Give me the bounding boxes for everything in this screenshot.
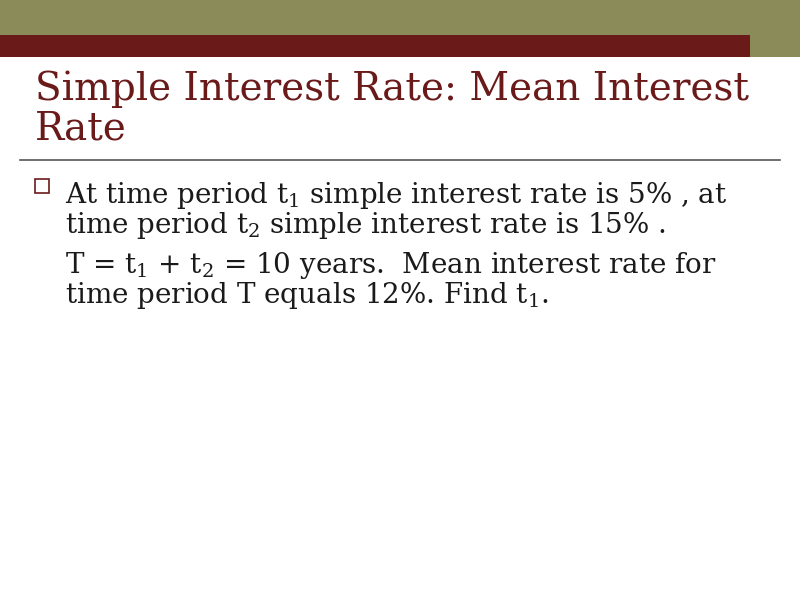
Text: Rate: Rate xyxy=(35,110,127,147)
Text: time period $\mathregular{t_2}$ simple interest rate is 15% .: time period $\mathregular{t_2}$ simple i… xyxy=(65,210,666,241)
Text: T = $\mathregular{t_1}$ + $\mathregular{t_2}$ = 10 years.  Mean interest rate fo: T = $\mathregular{t_1}$ + $\mathregular{… xyxy=(65,250,717,281)
Text: At time period $\mathregular{t_1}$ simple interest rate is 5% , at: At time period $\mathregular{t_1}$ simpl… xyxy=(65,180,727,211)
Text: Simple Interest Rate: Mean Interest: Simple Interest Rate: Mean Interest xyxy=(35,70,749,107)
Bar xyxy=(35,179,49,193)
Bar xyxy=(0,35,750,57)
Bar xyxy=(750,35,800,57)
Text: time period T equals 12%. Find $\mathregular{t_1}$.: time period T equals 12%. Find $\mathreg… xyxy=(65,280,549,311)
Bar xyxy=(0,0,800,35)
